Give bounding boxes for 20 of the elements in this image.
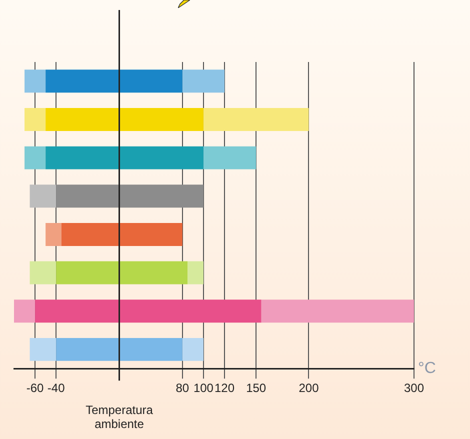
- x-axis-title: °C: [418, 360, 436, 378]
- bar: [46, 108, 204, 131]
- bar: [35, 300, 262, 323]
- bar: [56, 261, 188, 284]
- x-tick-label: 200: [298, 381, 320, 396]
- x-tick-label: 80: [176, 381, 190, 396]
- bar: [30, 184, 56, 208]
- bar: [46, 70, 182, 93]
- ref-line-label: Temperatura ambiente: [86, 402, 154, 431]
- x-tick-label: 100: [193, 381, 214, 396]
- bar: [46, 146, 204, 170]
- bar: [61, 222, 182, 246]
- x-tick-label: -60: [26, 381, 44, 396]
- bar: [46, 222, 62, 246]
- x-tick-label: -40: [47, 381, 66, 396]
- x-tick-label: 120: [214, 381, 235, 396]
- x-tick-label: 150: [246, 381, 266, 396]
- x-tick-label: 300: [404, 381, 424, 396]
- bar: [56, 184, 204, 208]
- bar: [56, 338, 182, 361]
